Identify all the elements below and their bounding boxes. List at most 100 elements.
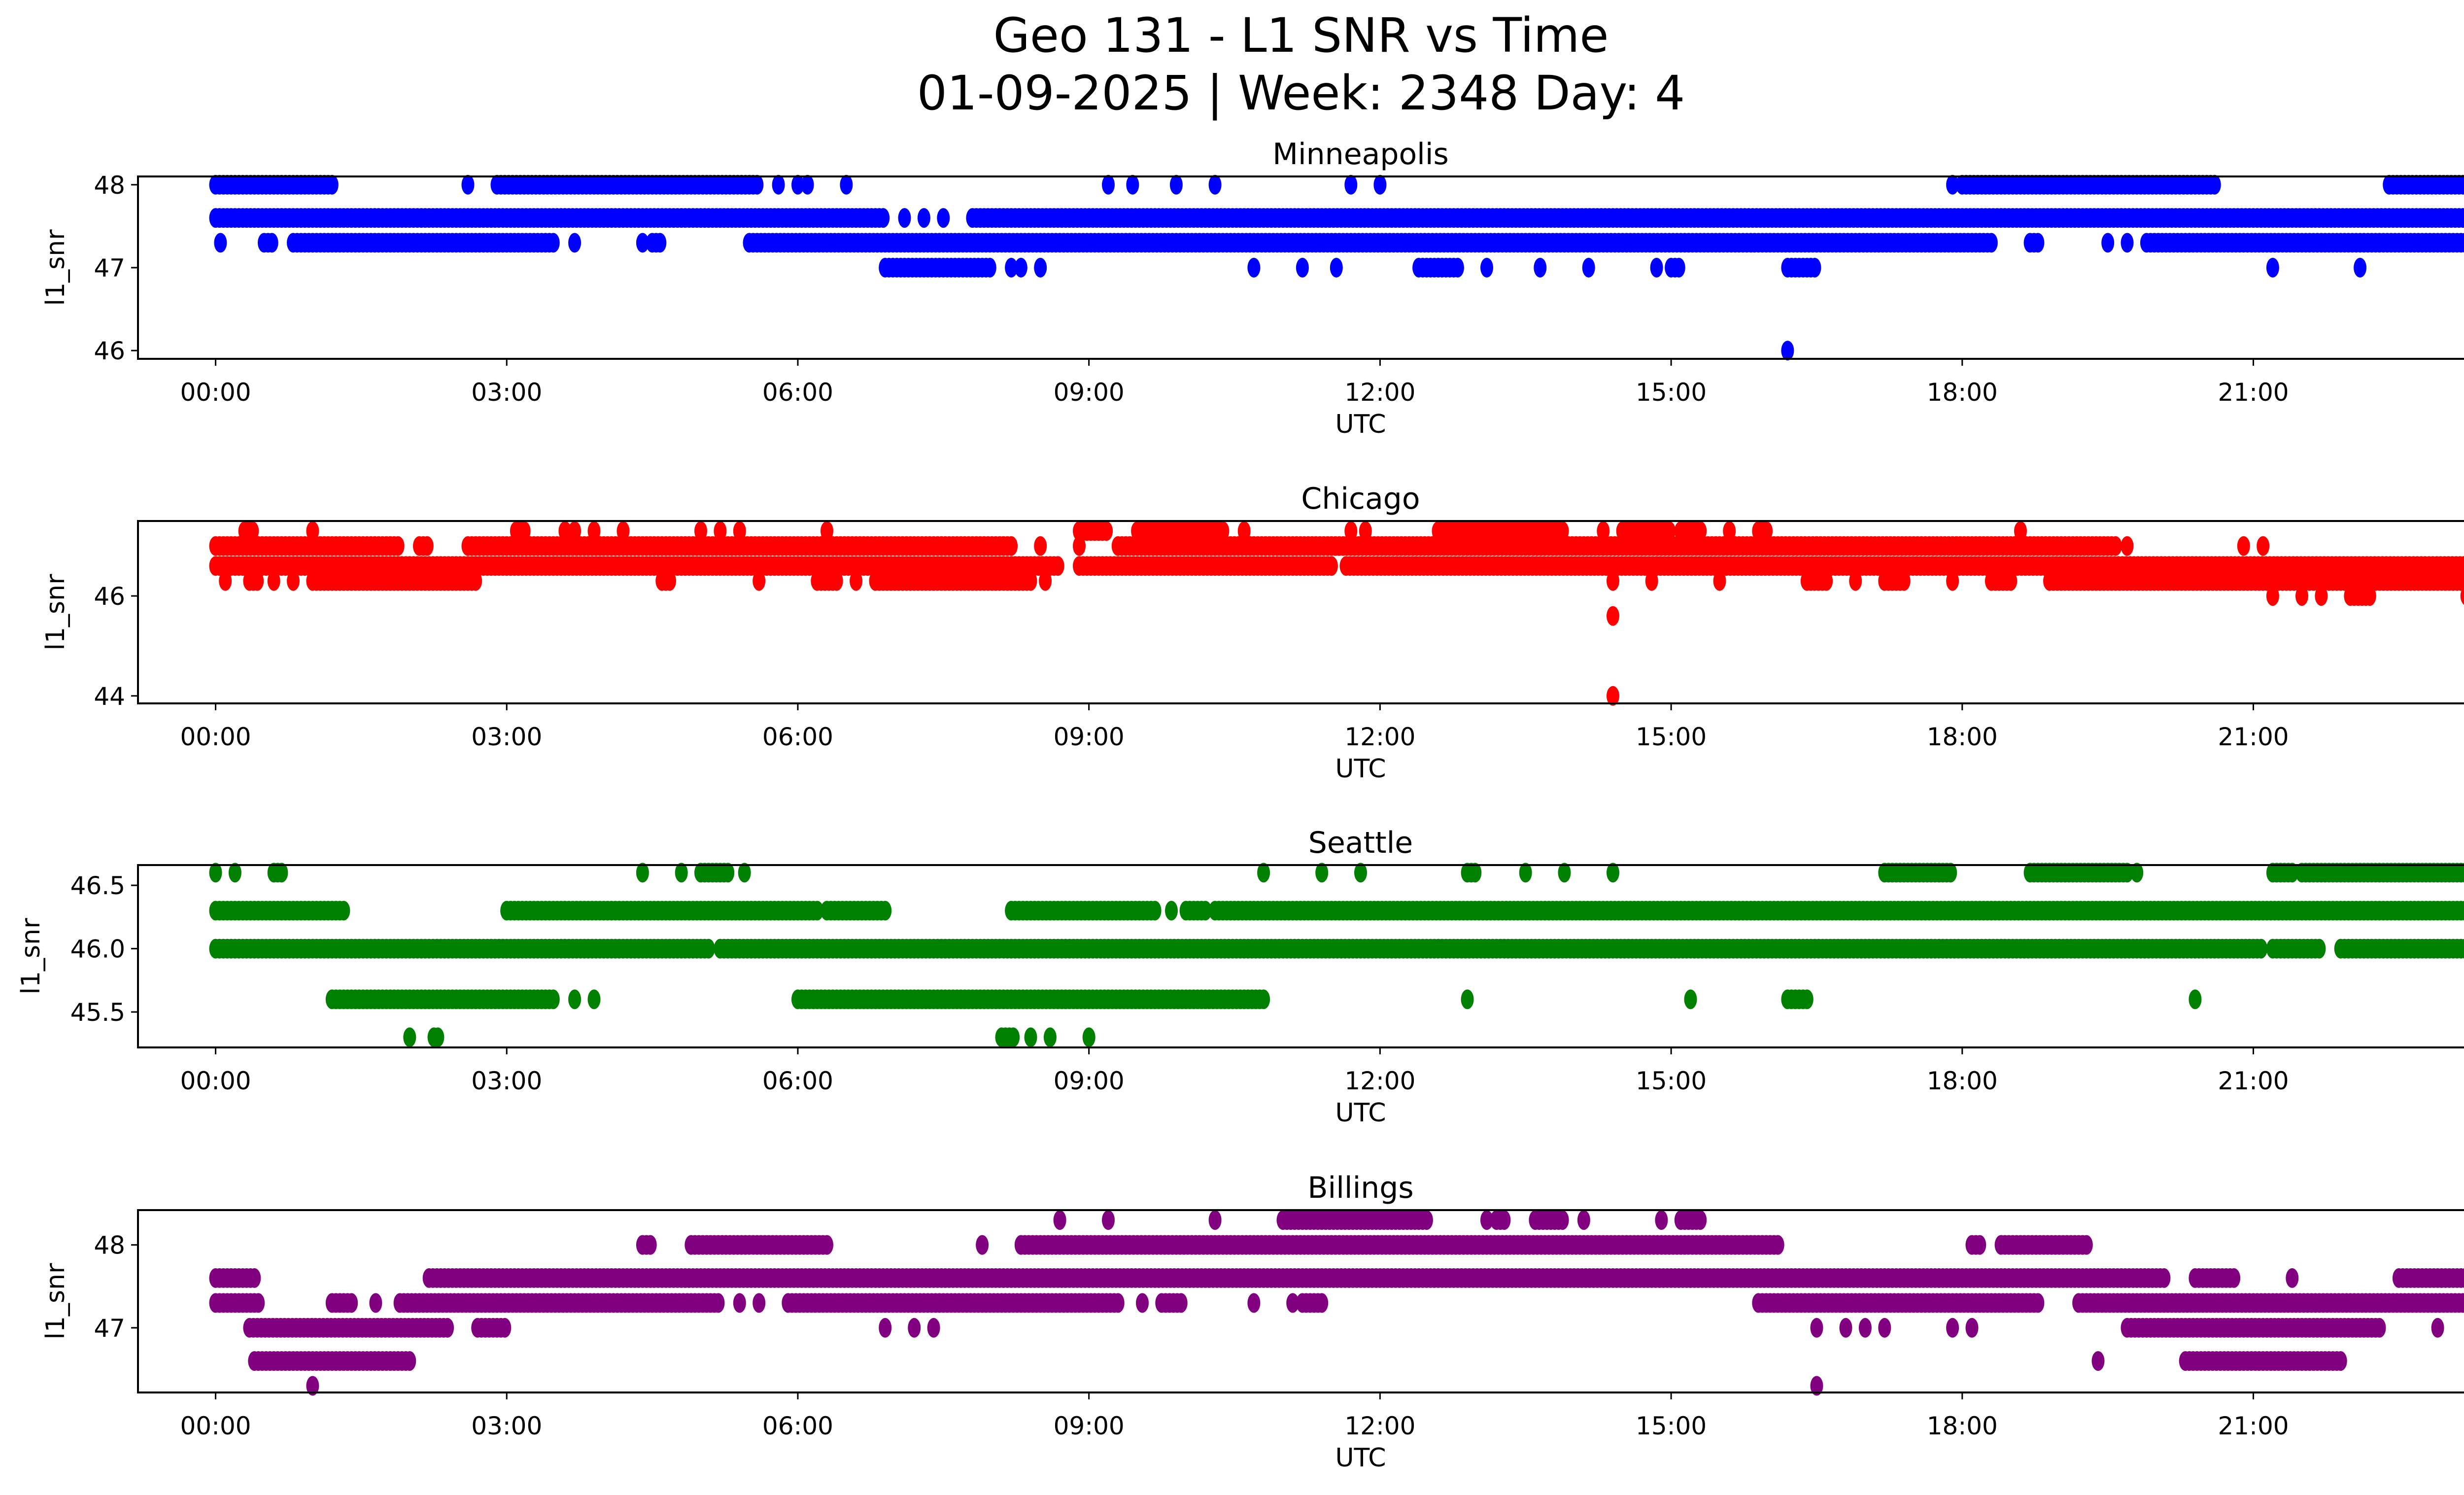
y-tick-label: 46 — [94, 582, 125, 611]
data-point — [1723, 521, 1736, 541]
data-point — [801, 174, 814, 195]
data-point — [2266, 586, 2279, 606]
data-point — [275, 863, 288, 883]
data-point — [1461, 989, 1474, 1009]
data-point — [1208, 174, 1222, 195]
data-point — [2462, 574, 2464, 588]
data-point — [733, 521, 746, 541]
data-point — [2101, 233, 2115, 253]
x-tick-label: 18:00 — [1927, 1067, 1998, 1095]
y-tick-label: 46.0 — [70, 935, 125, 964]
data-point — [1650, 258, 1663, 278]
data-point — [791, 174, 804, 195]
data-point — [1082, 1027, 1095, 1047]
data-point — [2130, 863, 2144, 883]
data-point — [1713, 571, 1726, 591]
data-point — [738, 863, 751, 883]
data-point — [1034, 536, 1047, 556]
data-point — [1024, 1027, 1037, 1047]
x-tick-label: 18:00 — [1927, 378, 1998, 407]
x-tick-label: 21:00 — [2218, 1067, 2289, 1095]
data-point — [1257, 863, 1270, 883]
data-point — [1498, 1210, 1511, 1230]
data-point — [2286, 863, 2299, 883]
data-point — [228, 863, 241, 883]
data-point — [636, 233, 649, 253]
y-tick-label: 44 — [94, 682, 125, 711]
y-axis-label: l1_snr — [16, 918, 46, 995]
subplot-title: Chicago — [1301, 482, 1420, 516]
scatter-series — [209, 174, 2464, 361]
data-point — [937, 208, 950, 228]
data-point — [983, 258, 996, 278]
data-point — [2458, 863, 2464, 883]
y-tick-label: 47 — [94, 254, 125, 282]
data-point — [753, 571, 766, 591]
data-point — [2458, 939, 2464, 959]
data-point — [821, 521, 833, 541]
data-point — [772, 174, 785, 195]
data-point — [1373, 174, 1387, 195]
x-tick-label: 15:00 — [1636, 723, 1707, 751]
data-point — [1556, 521, 1569, 541]
data-point — [1043, 1027, 1057, 1047]
data-point — [1480, 258, 1493, 278]
data-point — [702, 939, 715, 959]
data-point — [1014, 258, 1027, 278]
y-tick-label: 46.5 — [70, 871, 125, 900]
data-point — [877, 208, 890, 228]
data-point — [2458, 571, 2464, 591]
data-point — [1208, 1210, 1222, 1230]
data-point — [306, 521, 319, 541]
data-point — [644, 1235, 657, 1255]
data-point — [248, 1268, 261, 1288]
data-point — [568, 233, 582, 253]
data-point — [391, 536, 405, 556]
data-point — [714, 521, 727, 541]
data-point — [1781, 341, 1794, 361]
data-point — [2121, 536, 2134, 556]
data-point — [675, 863, 688, 883]
x-tick-label: 12:00 — [1344, 723, 1415, 751]
data-point — [568, 521, 582, 541]
y-tick-label: 46 — [94, 337, 125, 365]
data-point — [1073, 536, 1086, 556]
data-point — [1024, 571, 1037, 591]
data-point — [2462, 904, 2464, 917]
data-point — [2460, 175, 2464, 194]
subplot-title: Minneapolis — [1272, 137, 1449, 172]
data-point — [2460, 209, 2464, 227]
data-point — [1344, 521, 1358, 541]
data-point — [2461, 558, 2464, 574]
data-point — [1760, 521, 1773, 541]
data-point — [1597, 521, 1610, 541]
data-point — [821, 1235, 833, 1255]
data-point — [1100, 521, 1113, 541]
x-tick-label: 03:00 — [471, 1067, 542, 1095]
data-point — [246, 521, 259, 541]
data-point — [1973, 1235, 1986, 1255]
scatter-series — [209, 863, 2464, 1047]
data-point — [721, 863, 735, 883]
data-point — [1800, 989, 1814, 1009]
data-point — [1985, 233, 1998, 253]
data-point — [1216, 521, 1230, 541]
data-point — [587, 989, 601, 1009]
data-point — [287, 571, 300, 591]
axes-frame — [137, 520, 2464, 704]
data-point — [2458, 233, 2464, 253]
data-point — [547, 989, 560, 1009]
data-point — [1315, 863, 1329, 883]
scatter-series — [209, 521, 2464, 706]
data-point — [2295, 586, 2308, 606]
x-axis-label: UTC — [1335, 410, 1386, 439]
x-tick-label: 03:00 — [471, 378, 542, 407]
data-point — [616, 521, 630, 541]
data-point — [517, 521, 531, 541]
data-point — [2208, 174, 2221, 195]
